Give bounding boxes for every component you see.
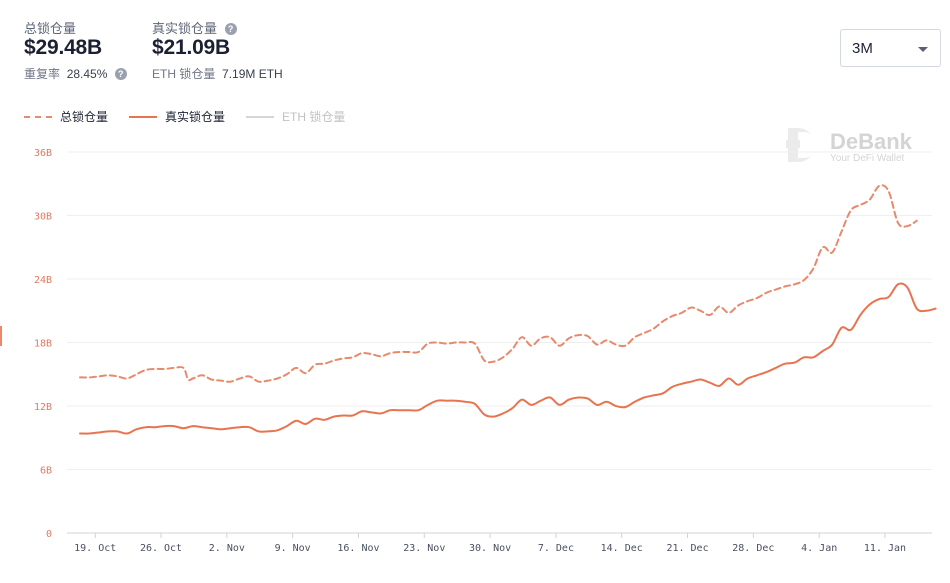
real-tvl-value: $21.09B (152, 36, 230, 59)
help-icon[interactable]: ? (224, 23, 237, 35)
y-tick-label: 6B (40, 466, 52, 477)
x-tick-label: 28. Dec (732, 543, 774, 554)
eth-tvl-value: 7.19M ETH (222, 67, 283, 81)
solid-line-icon (129, 115, 157, 118)
solid-line-icon (246, 115, 274, 118)
x-tick-label: 4. Jan (801, 543, 837, 554)
watermark-tagline: Your DeFi Wallet (830, 153, 905, 164)
x-tick-label: 11. Jan (864, 543, 906, 554)
overlap-rate: 重复率 28.45% ? (24, 65, 127, 82)
series-line-total-tvl (79, 184, 918, 383)
x-tick-label: 23. Nov (403, 543, 445, 554)
x-tick-label: 7. Dec (538, 543, 574, 554)
legend-label-eth: ETH 锁仓量 (282, 110, 346, 124)
time-range-value: 3M (852, 40, 873, 57)
y-tick-label: 12B (34, 402, 52, 413)
debank-logo-icon (786, 128, 817, 162)
scroll-indicator (0, 326, 2, 346)
legend-item-total[interactable]: 总锁仓量 (24, 108, 108, 125)
legend-label-real: 真实锁仓量 (165, 110, 226, 124)
dashed-line-icon (24, 115, 52, 118)
x-tick-label: 26. Oct (140, 543, 182, 554)
overlap-rate-label: 重复率 (24, 67, 61, 81)
x-tick-label: 19. Oct (74, 543, 116, 554)
x-tick-label: 9. Nov (275, 543, 311, 554)
eth-tvl: ETH 锁仓量 7.19M ETH (152, 65, 283, 82)
legend-item-real[interactable]: 真实锁仓量 (129, 108, 225, 125)
legend-item-eth[interactable]: ETH 锁仓量 (246, 108, 345, 125)
overlap-rate-value: 28.45% (66, 67, 108, 81)
x-tick-label: 14. Dec (601, 543, 643, 554)
x-tick-label: 16. Nov (337, 543, 379, 554)
total-tvl-value: $29.48B (24, 36, 102, 59)
y-tick-label: 0 (46, 529, 52, 540)
y-tick-label: 24B (34, 275, 52, 286)
legend-label-total: 总锁仓量 (60, 110, 109, 124)
series-line-real-tvl (79, 282, 937, 435)
watermark-brand: DeBank (830, 129, 913, 154)
y-tick-label: 18B (34, 339, 52, 350)
real-tvl-label: 真实锁仓量 (152, 21, 218, 36)
y-tick-label: 36B (34, 148, 52, 159)
chevron-down-icon (918, 47, 928, 52)
debank-watermark: DeBank Your DeFi Wallet (786, 128, 913, 164)
real-tvl-label-wrap: 真实锁仓量 ? (152, 18, 237, 37)
total-tvl-label: 总锁仓量 (24, 21, 77, 36)
x-tick-label: 21. Dec (666, 543, 708, 554)
help-icon[interactable]: ? (114, 68, 127, 80)
y-tick-label: 30B (34, 212, 52, 223)
eth-tvl-label: ETH 锁仓量 (152, 67, 216, 81)
x-tick-label: 30. Nov (469, 543, 511, 554)
x-tick-label: 2. Nov (209, 543, 245, 554)
time-range-select[interactable]: 3M (840, 29, 941, 67)
